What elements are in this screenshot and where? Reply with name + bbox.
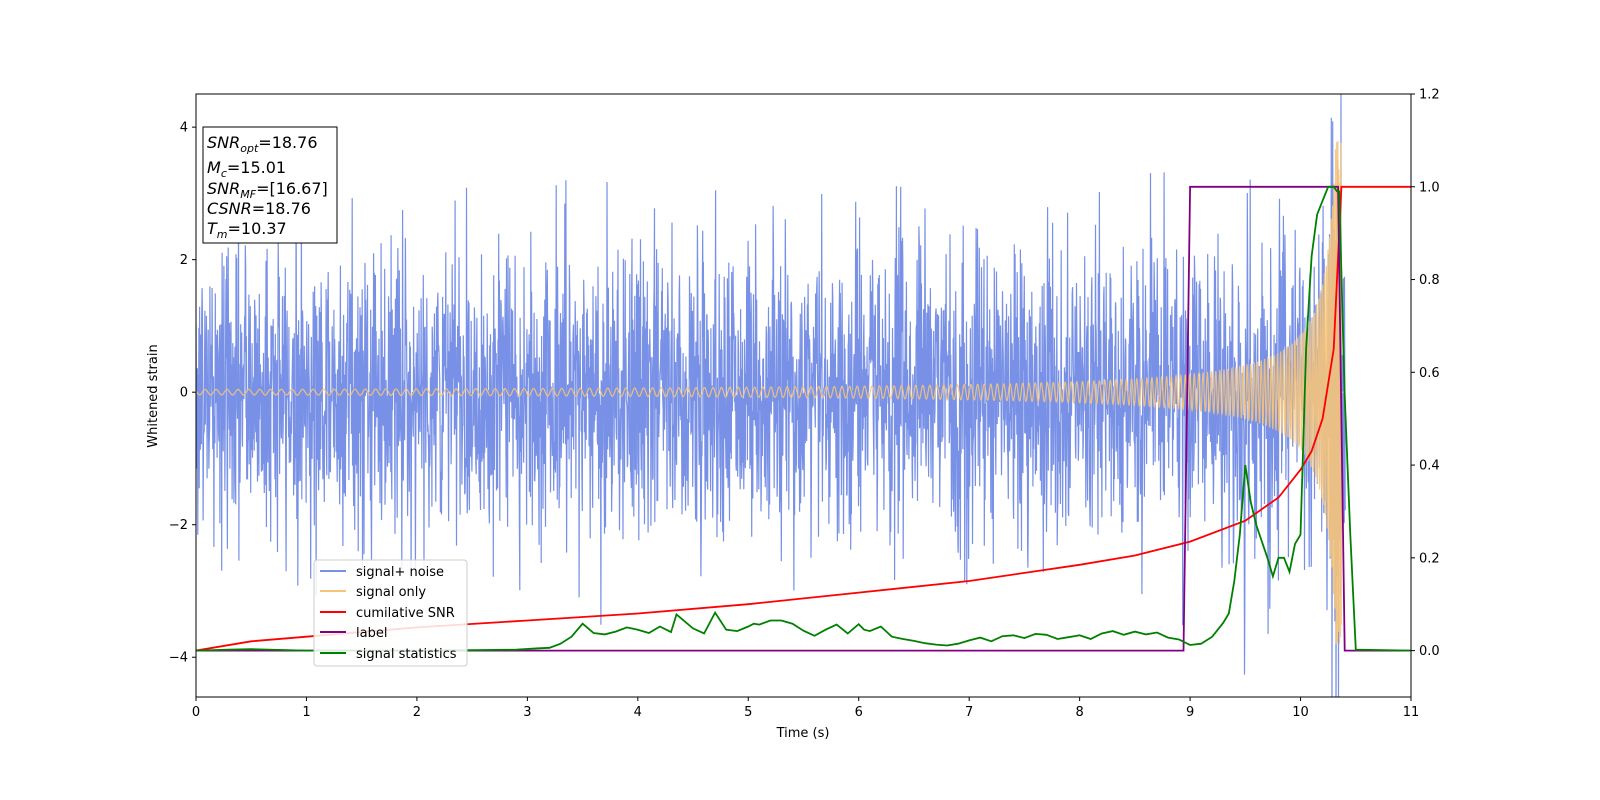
legend-label-signal-noise: signal+ noise <box>356 565 444 580</box>
y2-tick-label-5: 0.2 <box>1419 551 1440 566</box>
x-tick-label-3: 3 <box>523 705 531 720</box>
x-tick-label-0: 0 <box>192 705 200 720</box>
y-tick-label-2: 0 <box>180 386 188 401</box>
plot-frame <box>195 93 1412 698</box>
x-tick-label-4: 4 <box>634 705 642 720</box>
legend-label-signal-only: signal only <box>356 585 426 600</box>
svg-text:Tm=10.37: Tm=10.37 <box>207 219 287 241</box>
x-tick-label-11: 11 <box>1403 705 1420 720</box>
y2-tick-label-3: 0.6 <box>1419 366 1440 381</box>
y2-tick-label-0: 1.2 <box>1419 88 1440 103</box>
series-signal-noise <box>196 94 1346 697</box>
legend: signal+ noise signal only cumilative SNR… <box>313 559 468 667</box>
legend-label-label: label <box>356 626 387 641</box>
legend-label-cumulative-snr: cumilative SNR <box>356 606 455 621</box>
series-signal-statistics <box>196 185 1411 652</box>
svg-text:SNRopt=18.76: SNRopt=18.76 <box>207 133 318 155</box>
x-tick-label-5: 5 <box>744 705 752 720</box>
series-signal-only <box>196 140 1346 644</box>
y-tick-label-4: −4 <box>169 651 188 666</box>
y2-tick-label-1: 1.0 <box>1419 180 1440 195</box>
y-axis-label: Whitened strain <box>146 344 161 447</box>
y2-tick-label-6: 0.0 <box>1419 644 1440 659</box>
y2-tick-label-4: 0.4 <box>1419 459 1440 474</box>
x-tick-label-2: 2 <box>413 705 421 720</box>
y2-tick-label-2: 0.8 <box>1419 273 1440 288</box>
svg-text:Mc=15.01: Mc=15.01 <box>207 158 286 180</box>
svg-text:SNRMF=[16.67]: SNRMF=[16.67] <box>207 179 328 201</box>
y-tick-label-0: 4 <box>180 121 188 136</box>
x-tick-label-9: 9 <box>1186 705 1194 720</box>
svg-text:CSNR=18.76: CSNR=18.76 <box>207 199 311 218</box>
series-label <box>196 185 1411 652</box>
x-tick-label-10: 10 <box>1292 705 1309 720</box>
y-tick-label-1: 2 <box>180 253 188 268</box>
x-axis-label: Time (s) <box>776 726 830 741</box>
x-tick-label-6: 6 <box>855 705 863 720</box>
x-tick-label-1: 1 <box>302 705 310 720</box>
x-tick-label-8: 8 <box>1075 705 1083 720</box>
legend-label-signal-statistics: signal statistics <box>356 647 457 662</box>
x-tick-label-7: 7 <box>965 705 973 720</box>
stats-box: SNRopt=18.76 Mc=15.01 SNRMF=[16.67] CSNR… <box>202 126 338 244</box>
y-tick-label-3: −2 <box>169 518 188 533</box>
